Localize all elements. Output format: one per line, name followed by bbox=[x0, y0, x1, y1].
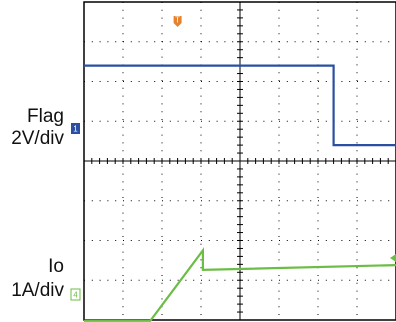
trigger-label: T bbox=[175, 16, 180, 25]
flag-scale-label: 2V/div bbox=[11, 128, 64, 149]
flag-level-marker bbox=[71, 123, 80, 134]
io-channel-label: Io bbox=[48, 256, 64, 277]
plot-frame bbox=[83, 1, 396, 321]
io-right-marker-icon bbox=[390, 254, 396, 262]
flag-marker-label: 1 bbox=[73, 125, 78, 134]
io-marker-label: 4 bbox=[73, 291, 78, 300]
trace-io bbox=[84, 247, 396, 322]
trigger-icon bbox=[173, 16, 182, 27]
markers: T 1 4 bbox=[70, 16, 396, 301]
graticule bbox=[83, 1, 396, 321]
io-level-marker bbox=[70, 288, 81, 301]
flag-channel-label: Flag bbox=[27, 106, 64, 127]
traces bbox=[84, 64, 396, 322]
io-scale-label: 1A/div bbox=[11, 280, 64, 301]
trace-flag bbox=[84, 64, 396, 147]
